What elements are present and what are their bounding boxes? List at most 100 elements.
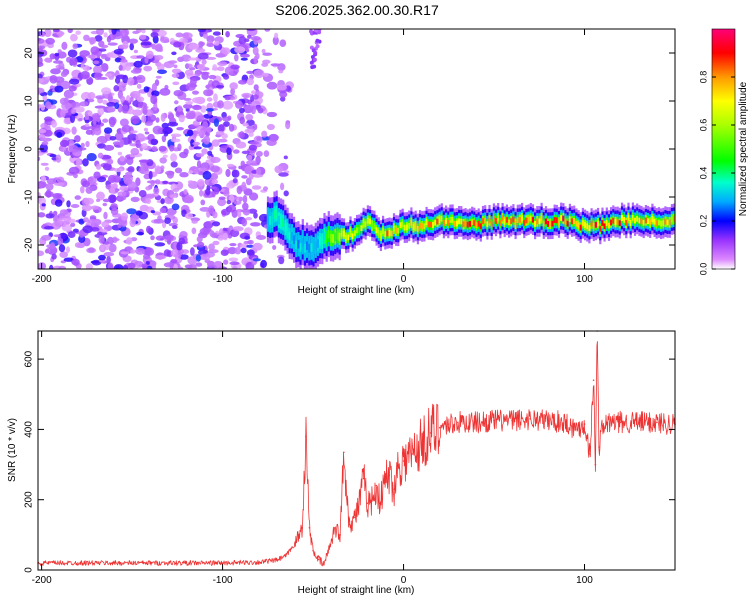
noise-blob (130, 214, 138, 223)
noise-blob (45, 37, 55, 45)
signal-cell (653, 218, 656, 225)
noise-blob (69, 78, 80, 85)
signal-cell (286, 226, 289, 235)
signal-cell (271, 215, 274, 225)
noise-blob (53, 76, 65, 83)
signal-cell (564, 218, 567, 225)
noise-blob (315, 38, 320, 43)
colorbar-tick-label: 0.6 (698, 119, 708, 132)
noise-blob (246, 160, 258, 166)
signal-cell (445, 218, 448, 224)
snr-data-point (357, 505, 360, 508)
noise-blob (148, 170, 153, 180)
signal-cell (418, 222, 422, 229)
noise-blob (218, 196, 226, 200)
noise-blob (176, 242, 183, 251)
noise-blob (130, 115, 141, 125)
noise-blob (227, 204, 237, 213)
noise-blob (109, 136, 117, 141)
noise-blob (186, 110, 196, 120)
signal-cell (356, 227, 359, 234)
noise-blob (90, 205, 99, 210)
noise-blob (213, 187, 220, 195)
noise-blob (246, 125, 256, 129)
snr-data-point (565, 421, 568, 424)
noise-blob (80, 71, 90, 79)
noise-blob (241, 150, 250, 155)
x-tick-label: 100 (576, 274, 593, 285)
noise-blob (68, 166, 80, 175)
noise-blob (142, 106, 148, 116)
noise-blob (51, 120, 57, 128)
noise-blob (314, 29, 319, 33)
signal-cell (299, 243, 302, 252)
noise-blob (240, 247, 247, 254)
noise-blob (110, 203, 118, 210)
noise-blob (261, 130, 268, 138)
noise-blob (249, 192, 259, 201)
signal-cell (275, 209, 278, 218)
signal-cell (508, 219, 511, 226)
noise-blob (94, 209, 99, 214)
noise-blob (200, 199, 206, 206)
noise-blob (192, 90, 199, 95)
noise-blob (151, 29, 160, 33)
noise-blob (102, 241, 109, 245)
noise-blob (81, 180, 90, 188)
noise-blob (114, 57, 122, 63)
noise-blob (191, 227, 197, 235)
signal-cell (392, 225, 396, 232)
noise-blob (194, 71, 201, 77)
noise-blob (119, 138, 124, 148)
noise-blob (251, 185, 262, 190)
noise-blob (60, 71, 68, 78)
noise-blob (252, 46, 259, 56)
noise-blob (153, 187, 160, 195)
noise-blob (89, 227, 100, 232)
signal-cell (282, 218, 285, 227)
noise-blob (53, 60, 63, 64)
noise-blob (87, 92, 96, 100)
noise-blob (215, 131, 225, 136)
noise-blob (66, 246, 70, 253)
snr-data-point (312, 549, 314, 552)
signal-cell (390, 230, 393, 237)
noise-blob (129, 96, 134, 103)
noise-blob (192, 141, 200, 146)
noise-blob (168, 112, 174, 121)
noise-blob (135, 210, 143, 216)
noise-blob (155, 43, 163, 52)
noise-blob (135, 139, 141, 149)
noise-blob (191, 220, 198, 224)
noise-blob (199, 207, 211, 212)
signal-cell (360, 225, 363, 231)
noise-blob (184, 133, 189, 137)
signal-cell (306, 241, 309, 250)
signal-cell (579, 224, 582, 231)
noise-blob (102, 100, 108, 105)
signal-cell (529, 215, 532, 222)
noise-blob (244, 167, 253, 174)
noise-blob (225, 31, 230, 38)
signal-cell (586, 223, 589, 230)
snr-data-point (366, 502, 369, 505)
noise-blob (211, 232, 218, 239)
snr-data-point (457, 421, 459, 424)
signal-cell (458, 218, 461, 225)
noise-blob (88, 54, 96, 59)
noise-blob (57, 182, 65, 187)
signal-cell (581, 220, 584, 227)
noise-blob (233, 200, 242, 206)
noise-blob (103, 144, 115, 151)
signal-cell (486, 221, 489, 228)
noise-blob (177, 143, 182, 152)
noise-blob (38, 181, 45, 189)
noise-blob (252, 173, 264, 178)
noise-blob (55, 154, 62, 163)
noise-blob (205, 188, 211, 196)
noise-blob (241, 218, 248, 227)
noise-blob (246, 77, 254, 86)
noise-blob (136, 231, 145, 236)
signal-cell (560, 215, 563, 221)
noise-blob (102, 118, 109, 123)
